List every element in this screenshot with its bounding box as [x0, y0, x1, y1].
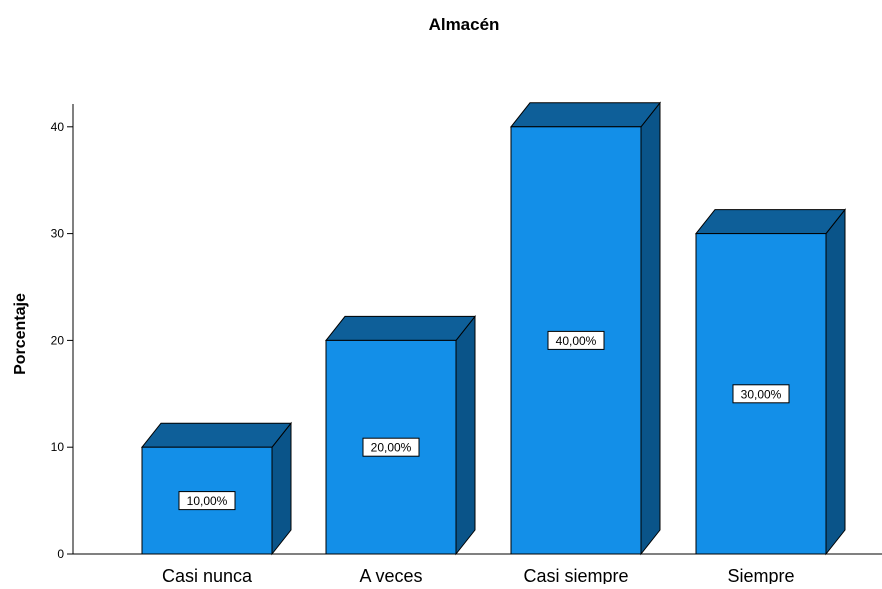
y-axis-title: Porcentaje [12, 293, 29, 375]
y-tick-label: 10 [51, 440, 65, 454]
data-label-text: 40,00% [556, 334, 597, 348]
data-label-text: 20,00% [371, 441, 412, 455]
bar-top [694, 209, 847, 235]
data-label-box [732, 384, 790, 404]
x-axis-labels: Casi nunca A veces Casi siempre Siempre [162, 566, 795, 586]
bar-top [509, 102, 662, 128]
bar-top [324, 315, 477, 341]
x-category-label: A veces [359, 566, 422, 584]
bar-side [825, 208, 846, 556]
bar-top [140, 422, 293, 448]
data-label: 30,00% [732, 384, 790, 404]
bars-group: 10,00% 20,00% 40,00% 30,00% [140, 101, 847, 556]
x-category-label: Casi nunca [162, 566, 253, 584]
data-label: 40,00% [547, 330, 605, 350]
y-tick-label: 40 [51, 120, 65, 134]
data-label-text: 30,00% [741, 387, 782, 401]
y-axis-ticks: 0 10 20 30 40 [51, 120, 73, 561]
data-label-box [362, 437, 420, 457]
y-tick-label: 20 [51, 333, 65, 347]
bar: 30,00% [694, 208, 847, 556]
bar: 10,00% [140, 421, 293, 556]
data-label-box [547, 330, 605, 350]
data-label: 20,00% [362, 437, 420, 457]
data-label-box [178, 491, 236, 511]
bar: 40,00% [509, 101, 662, 556]
bar: 20,00% [324, 314, 477, 556]
bar-side [455, 314, 476, 556]
data-label: 10,00% [178, 491, 236, 511]
bar-side [640, 101, 661, 556]
y-tick-label: 30 [51, 227, 65, 241]
x-category-label: Casi siempre [523, 566, 628, 584]
x-category-label: Siempre [727, 566, 794, 584]
chart-title: Almacén [429, 15, 500, 34]
y-tick-label: 0 [57, 547, 64, 561]
data-label-text: 10,00% [187, 494, 228, 508]
